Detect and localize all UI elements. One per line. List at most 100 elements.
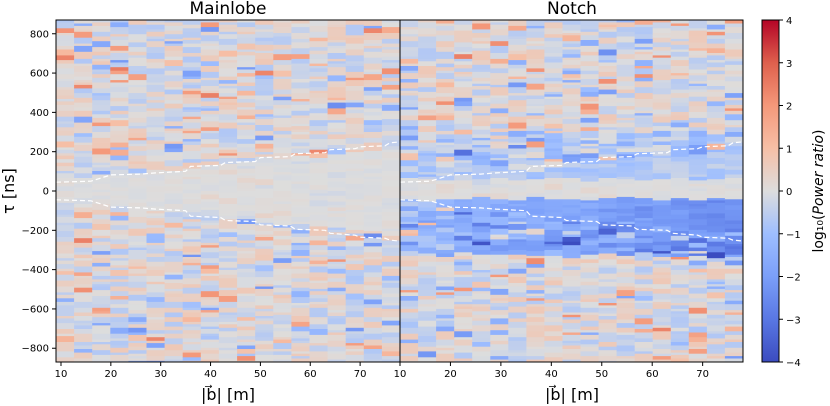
notch-heatmap-cell bbox=[616, 358, 636, 362]
notch-heatmap-cell bbox=[418, 150, 437, 154]
mainlobe-heatmap-cell bbox=[345, 260, 365, 265]
notch-heatmap-cell bbox=[490, 20, 509, 23]
notch-heatmap-cell bbox=[508, 250, 527, 256]
mainlobe-heatmap-cell bbox=[291, 153, 311, 157]
mainlobe-heatmap-cell bbox=[381, 332, 400, 338]
mainlobe-heatmap-cell bbox=[345, 137, 365, 145]
notch-heatmap-cell bbox=[634, 338, 654, 343]
mainlobe-heatmap-cell bbox=[92, 189, 111, 193]
mainlobe-heatmap-cell bbox=[363, 285, 383, 291]
notch-heatmap-cell bbox=[508, 79, 527, 84]
mainlobe-heatmap-cell bbox=[309, 115, 329, 121]
mainlobe-heatmap-cell bbox=[200, 238, 220, 244]
notch-heatmap-cell bbox=[562, 306, 582, 314]
mainlobe-heatmap-cell bbox=[309, 200, 329, 207]
notch-heatmap-cell bbox=[562, 33, 582, 36]
mainlobe-heatmap-cell bbox=[56, 178, 75, 183]
mainlobe-heatmap-cell bbox=[56, 181, 75, 185]
notch-heatmap-cell bbox=[670, 274, 690, 282]
notch-heatmap-cell bbox=[706, 286, 726, 290]
notch-heatmap-cell bbox=[418, 216, 437, 221]
notch-heatmap-cell bbox=[724, 100, 743, 104]
notch-heatmap-cell bbox=[436, 320, 455, 328]
mainlobe-heatmap-cell bbox=[56, 147, 75, 151]
mainlobe-heatmap-cell bbox=[56, 216, 75, 224]
mainlobe-heatmap-cell bbox=[363, 231, 383, 235]
notch-heatmap-cell bbox=[598, 305, 618, 309]
notch-heatmap-cell bbox=[526, 45, 546, 50]
mainlobe-heatmap-cell bbox=[291, 148, 311, 154]
mainlobe-heatmap-cell bbox=[327, 20, 347, 26]
y-tick-label: −600 bbox=[22, 304, 49, 315]
mainlobe-heatmap-cell bbox=[200, 133, 220, 140]
mainlobe-heatmap-cell bbox=[218, 204, 238, 210]
notch-heatmap-cell bbox=[598, 291, 618, 295]
notch-heatmap-cell bbox=[526, 141, 546, 148]
notch-heatmap-cell bbox=[418, 342, 437, 348]
notch-heatmap-cell bbox=[436, 175, 455, 181]
notch-heatmap-cell bbox=[706, 96, 726, 102]
notch-heatmap-cell bbox=[490, 277, 509, 281]
mainlobe-heatmap-cell bbox=[381, 102, 400, 106]
mainlobe-heatmap-cell bbox=[237, 205, 256, 209]
mainlobe-heatmap-cell bbox=[363, 33, 383, 36]
mainlobe-heatmap-cell bbox=[128, 51, 148, 56]
notch-heatmap-cell bbox=[508, 321, 527, 329]
notch-heatmap-cell bbox=[544, 189, 564, 196]
mainlobe-heatmap-cell bbox=[309, 252, 329, 256]
notch-heatmap-cell bbox=[508, 340, 527, 348]
mainlobe-heatmap-cell bbox=[182, 171, 202, 176]
mainlobe-heatmap-cell bbox=[200, 153, 220, 160]
mainlobe-heatmap-cell bbox=[255, 218, 274, 224]
notch-heatmap-cell bbox=[580, 163, 600, 170]
mainlobe-heatmap-cell bbox=[273, 324, 292, 329]
mainlobe-heatmap-cell bbox=[237, 202, 256, 206]
notch-heatmap-cell bbox=[490, 324, 509, 331]
mainlobe-heatmap-cell bbox=[146, 41, 166, 48]
notch-heatmap-cell bbox=[580, 200, 600, 204]
mainlobe-heatmap-cell bbox=[74, 260, 93, 268]
mainlobe-heatmap-cell bbox=[327, 33, 347, 38]
notch-heatmap-cell bbox=[688, 346, 708, 350]
notch-heatmap-cell bbox=[634, 359, 654, 362]
mainlobe-heatmap-cell bbox=[381, 104, 400, 112]
notch-heatmap-cell bbox=[688, 251, 708, 255]
mainlobe-heatmap-cell bbox=[237, 301, 256, 309]
mainlobe-heatmap-cell bbox=[146, 96, 166, 101]
notch-heatmap-cell bbox=[544, 311, 564, 318]
notch-heatmap-cell bbox=[400, 278, 419, 285]
mainlobe-heatmap-cell bbox=[363, 257, 383, 260]
mainlobe-heatmap-cell bbox=[92, 238, 111, 243]
mainlobe-heatmap-cell bbox=[345, 343, 365, 347]
notch-heatmap-cell bbox=[670, 253, 690, 258]
mainlobe-heatmap-cell bbox=[218, 318, 238, 323]
mainlobe-heatmap-cell bbox=[164, 25, 184, 32]
notch-heatmap-cell bbox=[598, 286, 618, 292]
mainlobe-heatmap-cell bbox=[74, 204, 93, 209]
mainlobe-heatmap-cell bbox=[345, 149, 365, 153]
notch-heatmap-cell bbox=[418, 126, 437, 133]
mainlobe-heatmap-cell bbox=[327, 75, 347, 82]
mainlobe-heatmap-cell bbox=[345, 299, 365, 306]
mainlobe-heatmap-cell bbox=[218, 343, 238, 349]
mainlobe-heatmap-cell bbox=[255, 41, 274, 46]
notch-heatmap-cell bbox=[562, 186, 582, 191]
mainlobe-heatmap-cell bbox=[363, 103, 383, 109]
notch-heatmap-cell bbox=[616, 176, 636, 180]
mainlobe-heatmap-cell bbox=[74, 156, 93, 164]
mainlobe-heatmap-cell bbox=[291, 163, 311, 170]
notch-heatmap-cell bbox=[562, 112, 582, 118]
notch-heatmap-cell bbox=[706, 106, 726, 113]
mainlobe-heatmap-cell bbox=[218, 83, 238, 87]
notch-heatmap-cell bbox=[490, 29, 509, 36]
mainlobe-heatmap-cell bbox=[345, 246, 365, 251]
notch-heatmap-cell bbox=[436, 30, 455, 36]
notch-heatmap-cell bbox=[652, 185, 672, 192]
mainlobe-heatmap-cell bbox=[273, 44, 292, 51]
mainlobe-heatmap-cell bbox=[92, 229, 111, 237]
mainlobe-heatmap-cell bbox=[255, 154, 274, 158]
mainlobe-heatmap-cell bbox=[92, 114, 111, 119]
mainlobe-heatmap-cell bbox=[291, 63, 311, 67]
notch-heatmap-cell bbox=[670, 205, 690, 211]
mainlobe-heatmap-cell bbox=[182, 37, 202, 41]
